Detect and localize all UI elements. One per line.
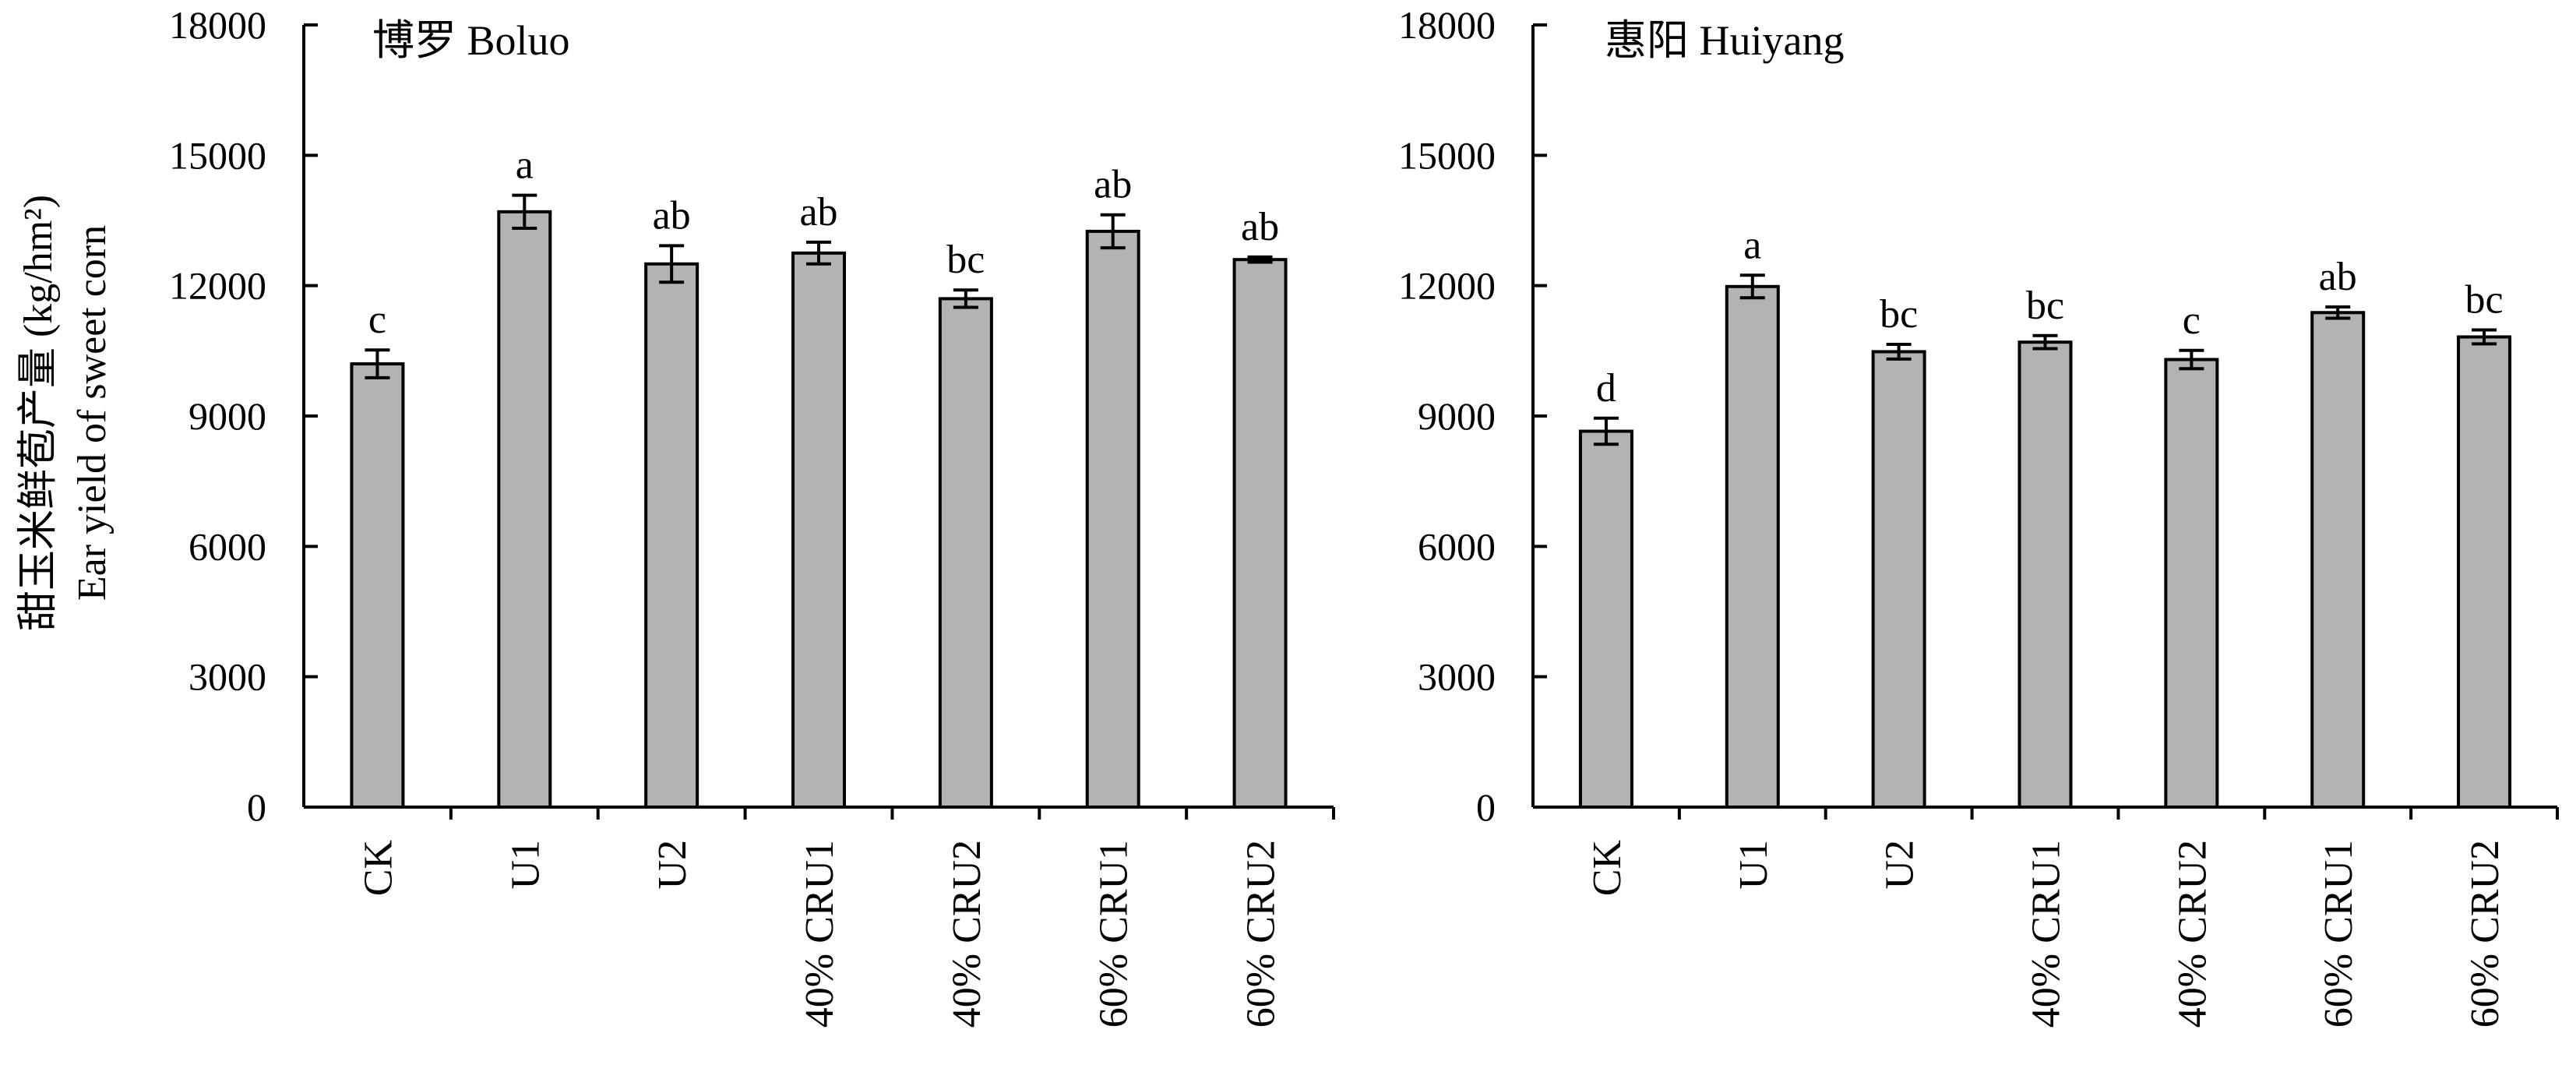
- y-tick-label: 12000: [1398, 264, 1496, 308]
- x-category-label: 60% CRU1: [1092, 840, 1136, 1028]
- panel-title: 惠阳 Huiyang: [1605, 17, 1844, 64]
- panel-huiyang: 0 3000 6000 9000 12000 15000 18000 惠阳 Huiyang d C…: [1398, 3, 2559, 1028]
- bar-u2: [644, 262, 700, 809]
- bar-40-cru1: [791, 251, 846, 809]
- bar-60-cru2: [1232, 258, 1288, 809]
- significance-label: ab: [799, 190, 837, 234]
- significance-label: ab: [653, 193, 691, 238]
- y-tick-label: 0: [247, 785, 266, 829]
- significance-label: bc: [946, 238, 985, 282]
- significance-label: ab: [2319, 255, 2357, 299]
- y-tick-label: 6000: [189, 524, 266, 568]
- bar-40-cru1: [2017, 340, 2073, 809]
- bar-ck: [1578, 429, 1633, 809]
- x-category-label: 60% CRU2: [1239, 840, 1284, 1028]
- error-bar: [2325, 305, 2351, 320]
- error-bar: [2472, 328, 2497, 346]
- y-axis-title-chinese: 甜玉米鲜苞产量 (kg/hm²): [16, 195, 61, 631]
- error-bar: [1886, 342, 1912, 361]
- bar-ck: [350, 362, 405, 809]
- significance-label: bc: [2026, 284, 2064, 328]
- y-axis-title: 甜玉米鲜苞产量 (kg/hm²) Ear yield of sweet corn: [16, 195, 115, 631]
- bar-u1: [497, 210, 552, 809]
- y-tick-label: 9000: [189, 394, 266, 438]
- significance-label: ab: [1241, 205, 1279, 249]
- error-bar: [2032, 333, 2058, 351]
- error-bar: [2179, 348, 2204, 371]
- panel-title: 博罗 Boluo: [372, 17, 570, 64]
- significance-label: d: [1596, 366, 1616, 411]
- bar-40-cru2: [2164, 358, 2219, 809]
- error-bar: [1593, 416, 1619, 446]
- x-category-label: U2: [1878, 840, 1922, 890]
- significance-label: bc: [2465, 278, 2504, 323]
- x-category-label: 40% CRU2: [945, 840, 989, 1028]
- bar-60-cru1: [2310, 311, 2366, 809]
- y-tick-label: 0: [1476, 785, 1496, 829]
- x-category-label: 40% CRU1: [798, 840, 842, 1028]
- panel-boluo: 0 3000 6000 9000 12000 15000 18000 博罗 Boluo c CK a…: [169, 3, 1335, 1028]
- y-tick-label: 15000: [169, 133, 266, 177]
- bar-40-cru2: [938, 297, 993, 809]
- x-category-label: U1: [1732, 840, 1776, 890]
- y-axis-title-english: Ear yield of sweet corn: [70, 225, 115, 601]
- error-bar: [1247, 255, 1273, 264]
- y-tick-label: 9000: [1418, 394, 1496, 438]
- error-bar: [659, 244, 685, 284]
- y-tick-label: 15000: [1398, 133, 1496, 177]
- y-tick-label: 18000: [1398, 3, 1496, 47]
- x-category-label: 60% CRU1: [2317, 840, 2361, 1028]
- x-category-label: CK: [1585, 840, 1630, 897]
- bar-u2: [1871, 350, 1926, 809]
- y-tick-label: 3000: [1418, 655, 1496, 699]
- error-bar: [1100, 213, 1126, 250]
- bar-u1: [1725, 284, 1780, 809]
- error-bar: [512, 193, 537, 231]
- bar-60-cru1: [1085, 229, 1140, 809]
- y-tick-label: 18000: [169, 3, 266, 47]
- significance-label: c: [368, 298, 386, 342]
- x-category-label: 40% CRU2: [2170, 840, 2215, 1028]
- significance-label: a: [1743, 223, 1761, 267]
- error-bar: [365, 348, 390, 379]
- x-category-label: 40% CRU1: [2025, 840, 2069, 1028]
- bar-60-cru2: [2457, 335, 2512, 809]
- y-tick-label: 6000: [1418, 524, 1496, 568]
- error-bar: [953, 288, 978, 309]
- error-bar: [806, 240, 831, 266]
- x-category-label: U1: [503, 840, 548, 890]
- x-category-label: CK: [356, 840, 400, 897]
- significance-label: bc: [1880, 292, 1918, 337]
- significance-label: ab: [1094, 163, 1132, 207]
- significance-label: a: [516, 143, 534, 188]
- x-category-label: 60% CRU2: [2463, 840, 2507, 1028]
- y-tick-label: 3000: [189, 655, 266, 699]
- y-tick-label: 12000: [169, 264, 266, 308]
- x-category-label: U2: [650, 840, 695, 890]
- error-bar: [1739, 273, 1765, 300]
- significance-label: c: [2183, 298, 2201, 343]
